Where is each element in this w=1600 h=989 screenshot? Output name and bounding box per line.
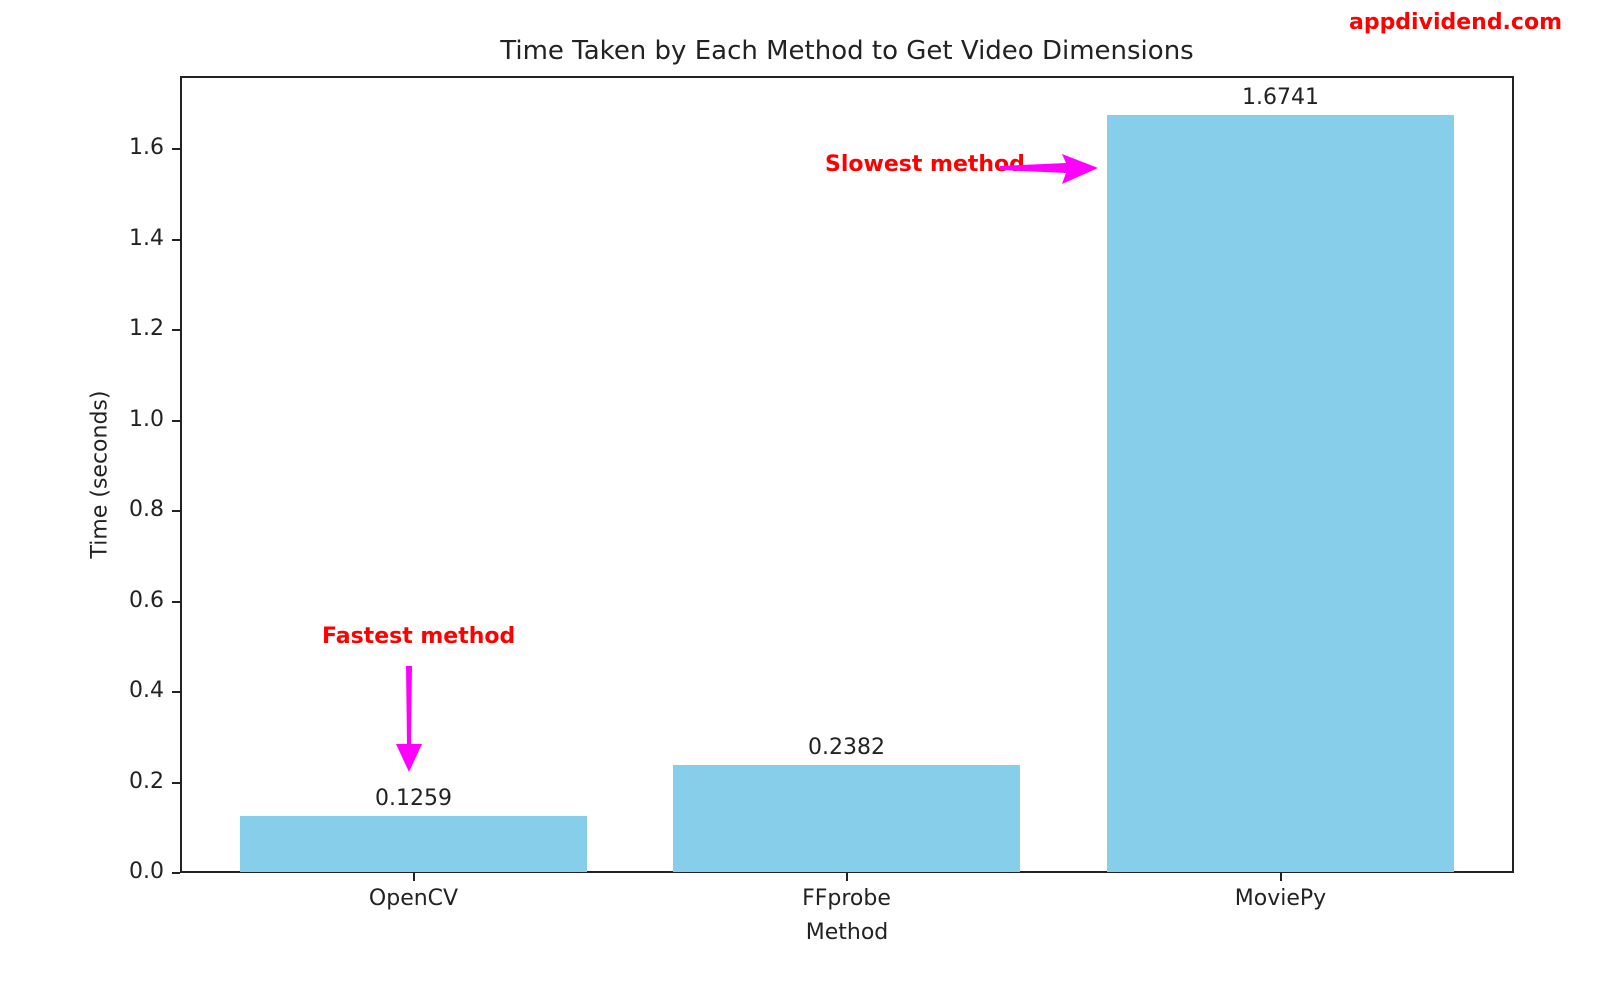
annotation-slowest: Slowest method: [825, 152, 1025, 177]
y-tick-label: 1.6: [129, 135, 164, 160]
y-tick-label: 0.0: [129, 859, 164, 884]
x-tick: [845, 873, 848, 881]
y-tick-label: 1.4: [129, 225, 164, 251]
y-tick: [172, 872, 180, 874]
x-tick-label: MoviePy: [1234, 886, 1327, 911]
bar-moviepy: [1107, 115, 1454, 872]
chart-title: Time Taken by Each Method to Get Video D…: [500, 36, 1194, 66]
y-tick-label: 0.6: [129, 587, 164, 613]
arrow-down-icon: [396, 666, 422, 772]
bar-value-label: 0.1259: [375, 786, 452, 812]
x-tick-label: FFprobe: [802, 886, 891, 911]
y-tick-label: 1.2: [129, 316, 164, 341]
x-tick: [412, 873, 415, 881]
y-tick: [172, 238, 180, 241]
bar-value-label: 1.6741: [1242, 85, 1319, 111]
y-axis-label: Time (seconds): [87, 390, 113, 559]
y-tick: [172, 329, 180, 331]
x-tick: [1279, 873, 1282, 881]
y-tick-label: 0.4: [129, 678, 164, 703]
y-tick-label: 1.0: [129, 406, 164, 432]
y-tick: [172, 691, 180, 693]
y-tick-label: 0.2: [129, 768, 164, 794]
bar-ffprobe: [673, 765, 1020, 872]
y-tick: [172, 781, 180, 784]
annotation-fastest: Fastest method: [322, 624, 516, 649]
y-tick: [172, 419, 180, 422]
x-axis-label: Method: [805, 920, 889, 945]
plot-area: [180, 76, 1514, 873]
watermark: appdividend.com: [1348, 10, 1562, 35]
x-tick-label: OpenCV: [368, 886, 459, 911]
y-tick-label: 0.8: [129, 497, 164, 522]
arrow-right-icon: [1000, 154, 1098, 184]
y-tick: [172, 510, 180, 512]
y-tick: [172, 600, 180, 603]
bar-value-label: 0.2382: [808, 735, 885, 761]
bar-opencv: [240, 816, 587, 872]
y-tick: [172, 148, 180, 150]
